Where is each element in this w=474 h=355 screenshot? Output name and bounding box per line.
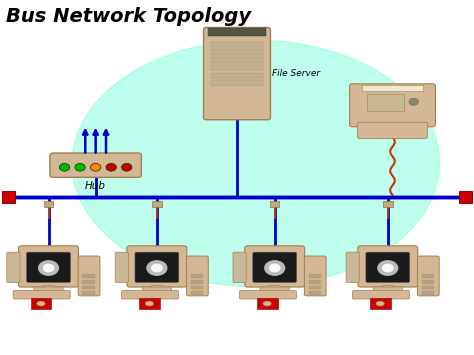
Ellipse shape — [382, 264, 394, 272]
Bar — [191, 291, 203, 295]
Ellipse shape — [36, 301, 45, 306]
FancyBboxPatch shape — [358, 246, 418, 287]
FancyBboxPatch shape — [135, 252, 179, 283]
Bar — [370, 298, 391, 308]
FancyBboxPatch shape — [121, 290, 179, 299]
Bar — [422, 286, 434, 289]
Circle shape — [106, 163, 117, 171]
FancyBboxPatch shape — [78, 256, 100, 296]
Bar — [362, 85, 423, 91]
FancyBboxPatch shape — [373, 287, 402, 293]
FancyBboxPatch shape — [13, 290, 70, 299]
FancyBboxPatch shape — [304, 256, 326, 296]
FancyBboxPatch shape — [18, 246, 78, 287]
FancyBboxPatch shape — [27, 252, 71, 283]
FancyBboxPatch shape — [127, 246, 187, 287]
Bar — [257, 298, 277, 308]
Bar — [82, 280, 95, 284]
Bar — [422, 274, 434, 278]
Ellipse shape — [376, 301, 384, 306]
FancyBboxPatch shape — [418, 256, 439, 296]
Bar — [211, 80, 263, 86]
FancyBboxPatch shape — [34, 287, 63, 293]
Ellipse shape — [269, 264, 281, 272]
Circle shape — [91, 163, 101, 171]
Bar — [191, 280, 203, 284]
Bar — [2, 191, 15, 203]
Bar — [211, 72, 263, 78]
Bar — [31, 298, 51, 308]
FancyBboxPatch shape — [239, 290, 296, 299]
Circle shape — [59, 163, 70, 171]
Bar — [366, 94, 404, 110]
Ellipse shape — [43, 264, 55, 272]
Bar — [191, 274, 203, 278]
Circle shape — [75, 163, 85, 171]
Bar — [309, 274, 321, 278]
Bar — [191, 286, 203, 289]
Ellipse shape — [263, 301, 272, 306]
Bar — [2, 191, 15, 203]
FancyBboxPatch shape — [7, 252, 20, 283]
Bar — [152, 201, 162, 207]
Ellipse shape — [377, 260, 398, 276]
Bar — [211, 65, 263, 70]
FancyBboxPatch shape — [233, 252, 246, 283]
Bar — [82, 286, 95, 289]
FancyBboxPatch shape — [142, 287, 172, 293]
Circle shape — [121, 163, 132, 171]
Bar — [422, 280, 434, 284]
Bar — [139, 298, 160, 308]
Ellipse shape — [146, 260, 167, 276]
FancyBboxPatch shape — [253, 252, 297, 283]
FancyBboxPatch shape — [187, 256, 208, 296]
FancyBboxPatch shape — [245, 246, 305, 287]
Ellipse shape — [72, 40, 439, 287]
Polygon shape — [269, 286, 280, 289]
Bar — [211, 49, 263, 55]
FancyBboxPatch shape — [350, 84, 436, 127]
FancyBboxPatch shape — [115, 252, 128, 283]
Circle shape — [409, 98, 419, 105]
Bar — [270, 201, 279, 207]
Bar — [459, 191, 472, 203]
Bar — [309, 286, 321, 289]
FancyBboxPatch shape — [366, 252, 410, 283]
Bar — [82, 291, 95, 295]
FancyBboxPatch shape — [203, 27, 271, 120]
Bar — [422, 291, 434, 295]
Ellipse shape — [145, 301, 154, 306]
Text: Bus Network Topology: Bus Network Topology — [6, 7, 251, 26]
Bar — [208, 28, 266, 36]
Text: File Server: File Server — [273, 69, 320, 78]
Bar — [211, 42, 263, 47]
Polygon shape — [151, 286, 163, 289]
FancyBboxPatch shape — [260, 287, 289, 293]
FancyBboxPatch shape — [50, 153, 141, 178]
FancyBboxPatch shape — [346, 252, 359, 283]
Bar — [211, 57, 263, 63]
Bar — [383, 201, 392, 207]
Bar — [309, 291, 321, 295]
Bar — [82, 274, 95, 278]
Bar — [44, 201, 53, 207]
Text: Hub: Hub — [85, 181, 106, 191]
Polygon shape — [43, 286, 54, 289]
Ellipse shape — [151, 264, 163, 272]
FancyBboxPatch shape — [353, 290, 410, 299]
FancyBboxPatch shape — [357, 122, 428, 138]
Bar — [309, 280, 321, 284]
Polygon shape — [382, 286, 393, 289]
Ellipse shape — [264, 260, 285, 276]
Ellipse shape — [38, 260, 59, 276]
Bar — [459, 191, 472, 203]
